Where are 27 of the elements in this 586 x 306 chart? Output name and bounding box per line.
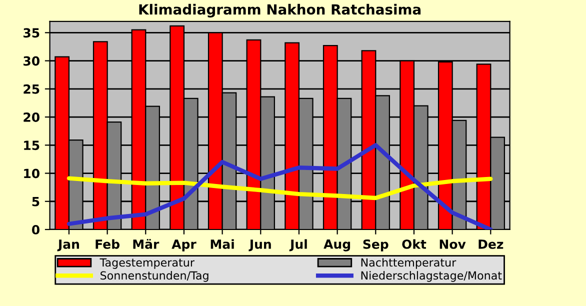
legend-label: Nachttemperatur (361, 258, 456, 269)
y-tick-label: 35 (24, 28, 40, 38)
y-tick-label: 25 (24, 84, 40, 94)
legend-label: Sonnenstunden/Tag (100, 271, 208, 282)
x-tick-label: Feb (96, 239, 120, 249)
y-tick-label: 20 (24, 112, 40, 122)
x-tick-label: Jul (289, 239, 307, 252)
chart-title: Klimadiagramm Nakhon Ratchasima (139, 4, 421, 18)
legend-label: Tagestemperatur (100, 258, 194, 269)
legend-label: Niederschlagstage/Monat (361, 271, 502, 282)
y-tick-label: 10 (24, 168, 40, 178)
x-tick-label: Apr (172, 240, 196, 252)
y-tick-label: 0 (32, 224, 40, 234)
x-tick-label: Dez (478, 240, 504, 249)
x-tick-label: Aug (324, 240, 350, 252)
line-series (66, 176, 493, 200)
y-tick-label: 15 (24, 140, 40, 150)
x-tick-label: Okt (402, 239, 426, 249)
x-tick-label: Nov (440, 240, 466, 249)
x-tick-label: Mär (133, 239, 160, 249)
y-tick-label: 30 (24, 56, 40, 66)
line-series (66, 143, 493, 230)
x-tick-label: Sep (363, 239, 388, 252)
x-tick-label: Mai (210, 239, 234, 249)
x-tick-label: Jan (57, 240, 79, 252)
y-tick-label: 5 (32, 197, 40, 206)
x-tick-label: Jun (248, 240, 271, 252)
